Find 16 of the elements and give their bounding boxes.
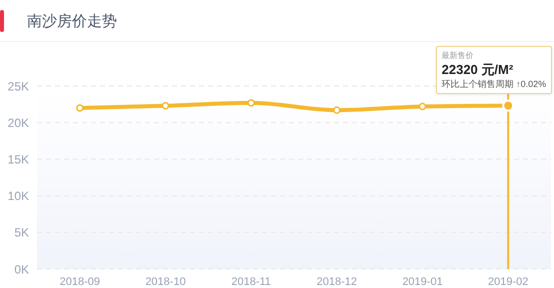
x-tick-label: 2019-02	[488, 276, 528, 288]
y-tick-label: 25K	[8, 79, 29, 94]
annotation: 环比上个销售周期 ↑0.02%	[442, 78, 546, 90]
x-tick-label: 2019-01	[402, 276, 443, 288]
x-tick-label: 2018-10	[145, 276, 186, 288]
y-tick-label: 0K	[14, 262, 29, 276]
y-tick-label: 5K	[14, 226, 29, 240]
x-tick-label: 2018-11	[231, 276, 271, 288]
y-tick-label: 10K	[8, 189, 29, 204]
chart-title: 南沙房价走势	[27, 12, 117, 31]
y-tick-label: 15K	[8, 152, 29, 166]
text: 最新售价	[442, 50, 475, 62]
x-tick-label: 2018-12	[316, 276, 358, 288]
x-tick-label: 2018-09	[60, 276, 100, 288]
y-tick-label: 20K	[8, 116, 29, 130]
text: 22320 元/M²	[442, 62, 514, 78]
